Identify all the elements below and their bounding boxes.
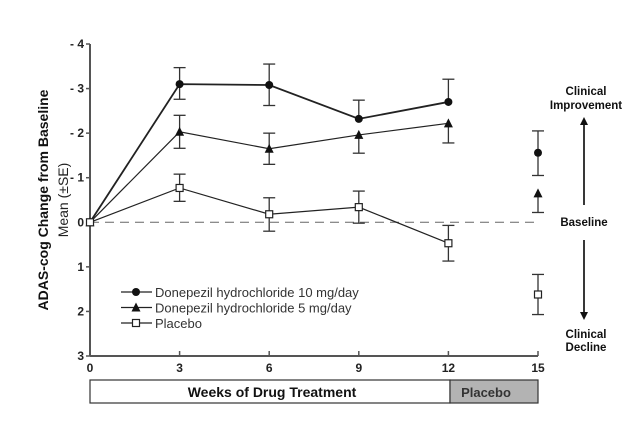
series-open-square (85, 173, 544, 316)
legend-label: Placebo (155, 316, 202, 331)
square-marker (265, 210, 274, 219)
y-tick-label: - 2 (70, 126, 84, 140)
y-tick-label: 1 (77, 260, 84, 274)
y-tick-label: - 1 (70, 171, 84, 185)
y-tick-label: - 4 (70, 37, 84, 51)
decline-label-1: Clinical (566, 329, 607, 341)
series-triangle (85, 114, 544, 227)
circle-marker (354, 114, 363, 123)
x-tick-label: 15 (531, 361, 545, 375)
square-marker (85, 218, 95, 227)
x-tick-label: 6 (266, 361, 273, 375)
placebo-period-box (449, 379, 539, 404)
y-axis-subtitle: Mean (±SE) (55, 163, 71, 238)
square-marker (354, 203, 363, 212)
y-tick-label: 2 (77, 304, 84, 318)
x-tick-label: 3 (176, 361, 183, 375)
square-marker (533, 290, 543, 299)
up-arrow-head-icon (580, 117, 588, 125)
y-tick-label: 0 (77, 215, 84, 229)
x-axis-box: Weeks of Drug Treatment Placebo (89, 379, 539, 404)
y-axis-label: ADAS-cog Change from Baseline Mean (±SE) (35, 89, 71, 310)
y-axis-title: ADAS-cog Change from Baseline (35, 89, 51, 310)
x-axis-title: Weeks of Drug Treatment (188, 384, 357, 400)
baseline-label: Baseline (560, 217, 607, 229)
triangle-marker (533, 188, 543, 198)
square-marker (175, 183, 184, 193)
y-tick-label: 3 (77, 349, 84, 363)
placebo-period-label: Placebo (461, 385, 511, 400)
square-marker (444, 239, 453, 248)
triangle-marker (443, 118, 453, 128)
x-tick-label: 12 (442, 361, 456, 375)
circle-marker (175, 80, 184, 89)
triangle-marker (264, 143, 274, 153)
triangle-marker (175, 126, 185, 136)
square-marker (131, 318, 141, 328)
annotations: Clinical Improvement Baseline Clinical D… (550, 86, 622, 354)
legend-label: Donepezil hydrochloride 10 mg/day (155, 285, 359, 300)
circle-marker (265, 81, 274, 90)
legend: Donepezil hydrochloride 10 mg/dayDonepez… (121, 285, 359, 331)
x-tick-label: 0 (87, 361, 94, 375)
series-circle (86, 63, 544, 227)
decline-label-2: Decline (566, 342, 607, 354)
circle-marker (444, 97, 453, 106)
triangle-marker (354, 129, 364, 139)
circle-marker (132, 288, 140, 296)
circle-marker (534, 148, 542, 157)
improvement-label-2: Improvement (550, 100, 622, 112)
improvement-label-1: Clinical (566, 86, 607, 98)
marks (85, 63, 544, 316)
triangle-marker (131, 302, 141, 312)
legend-label: Donepezil hydrochloride 5 mg/day (155, 301, 352, 316)
down-arrow-head-icon (580, 312, 588, 320)
x-tick-label: 9 (355, 361, 362, 375)
y-tick-label: - 3 (70, 82, 84, 96)
